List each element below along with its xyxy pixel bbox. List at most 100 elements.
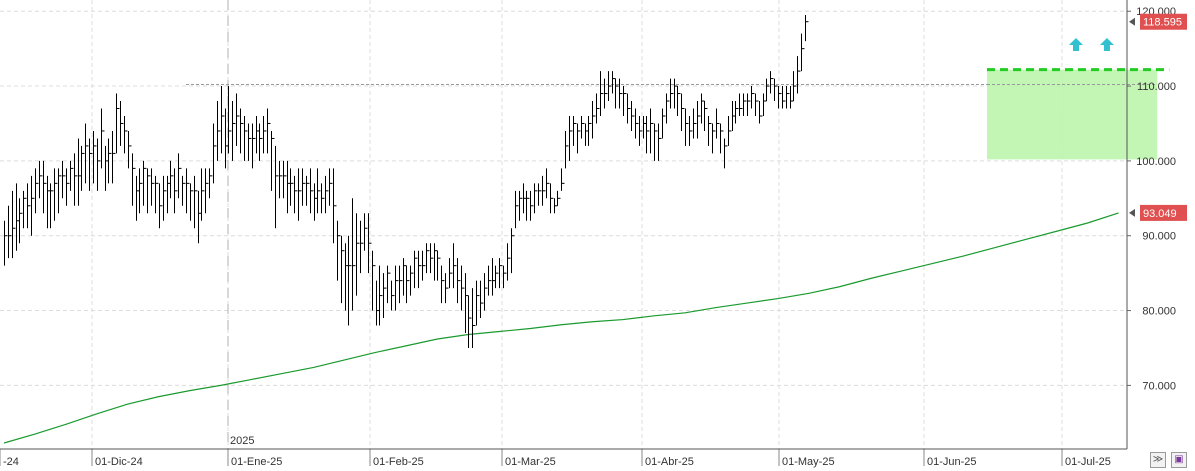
ohlc-bar — [368, 213, 372, 274]
x-tick-label: 01-Abr-25 — [645, 456, 694, 468]
ohlc-bar — [577, 123, 581, 154]
ohlc-bar — [457, 258, 461, 304]
ohlc-bar — [383, 273, 387, 319]
ohlc-bar — [310, 168, 314, 214]
ohlc-bar — [306, 175, 310, 206]
ohlc-bar — [782, 86, 786, 109]
ohlc-bar — [546, 168, 550, 199]
ohlc-bar — [178, 153, 182, 199]
ohlc-bar — [50, 183, 54, 229]
ohlc-bar — [209, 168, 213, 199]
ohlc-bar — [604, 78, 608, 109]
ohlc-bar — [217, 101, 221, 161]
ohlc-bar — [58, 168, 62, 214]
ohlc-bar — [774, 78, 778, 102]
ohlc-bar — [4, 220, 8, 266]
ohlc-bar — [735, 101, 739, 124]
consolidation-box-layer — [986, 69, 1158, 160]
ohlc-bar — [27, 183, 31, 229]
ohlc-bar — [244, 115, 248, 161]
ohlc-bar — [569, 115, 573, 161]
ohlc-bar — [453, 243, 457, 289]
ohlc-bar — [418, 250, 422, 289]
x-tick-label: 01-Feb-25 — [373, 456, 424, 468]
ohlc-bar — [581, 115, 585, 139]
ohlc-bar — [372, 250, 376, 311]
ohlc-bar — [759, 101, 763, 124]
ohlc-bar — [259, 123, 263, 161]
ohlc-bar — [743, 93, 747, 116]
x-tick-label: 01-Jul-25 — [1065, 456, 1111, 468]
ohlc-bar — [530, 190, 534, 221]
ohlc-bar — [298, 168, 302, 221]
ohlc-bar — [356, 213, 360, 296]
ohlc-bar — [271, 130, 275, 191]
ohlc-bar — [623, 86, 627, 116]
ohlc-bar — [97, 138, 101, 191]
ohlc-bar — [728, 115, 732, 146]
ohlc-bar — [174, 168, 178, 214]
ohlc-bar — [8, 205, 12, 259]
ohlc-bar — [128, 130, 132, 169]
ohlc-bar — [321, 183, 325, 214]
x-tick-label: 01-Jun-25 — [927, 456, 977, 468]
ohlc-bar — [503, 265, 507, 289]
x-tick-label: 01-Dic-24 — [95, 456, 143, 468]
ohlc-bar — [770, 71, 774, 94]
ohlc-bar — [708, 115, 712, 146]
ohlc-bar — [85, 123, 89, 184]
moving-average-layer — [3, 212, 1119, 444]
ohlc-bar — [677, 86, 681, 116]
ohlc-bar — [190, 183, 194, 221]
ohlc-bar — [267, 108, 271, 154]
ohlc-bar — [252, 123, 256, 169]
ohlc-bar — [619, 78, 623, 109]
save-icon[interactable]: ▣ — [1171, 452, 1187, 468]
ohlc-bar — [712, 123, 716, 154]
ohlc-bar — [747, 93, 751, 116]
y-tick-label: 90.000 — [1142, 231, 1176, 243]
ohlc-bar — [519, 190, 523, 221]
ohlc-bar — [658, 123, 662, 161]
ohlc-bar — [108, 138, 112, 184]
ohlc-bar — [538, 183, 542, 206]
ohlc-bar — [155, 175, 159, 214]
ohlc-bar — [476, 280, 480, 326]
ohlc-bar — [283, 160, 287, 199]
collapse-icon[interactable]: ≫ — [1150, 452, 1166, 468]
ohlc-bar — [364, 213, 368, 251]
y-tick-label: 110.000 — [1137, 81, 1176, 93]
ohlc-bar — [70, 160, 74, 191]
ohlc-bar — [228, 86, 232, 154]
ohlc-bar — [751, 86, 755, 109]
ohlc-bar — [81, 145, 85, 191]
ohlc-bar — [186, 168, 190, 214]
ohlc-bar — [263, 115, 267, 154]
ohlc-bar — [236, 93, 240, 146]
y-tick-label: 100.000 — [1136, 156, 1176, 168]
ohlc-bar — [112, 130, 116, 184]
ohlc-bar — [395, 265, 399, 311]
ohlc-bar — [422, 250, 426, 281]
ohlc-bar — [526, 190, 530, 221]
ohlc-bar — [793, 71, 797, 102]
ohlc-bar — [35, 168, 39, 214]
ohlc-bar — [294, 175, 298, 214]
ohlc-bar — [290, 168, 294, 206]
ohlc-bar — [62, 160, 66, 199]
ohlc-bar — [93, 130, 97, 184]
ohlc-bar — [31, 175, 35, 236]
x-tick-label: 01-May-25 — [782, 456, 835, 468]
ma-value-badge-bg — [1140, 204, 1187, 221]
ohlc-bar — [662, 108, 666, 139]
ohlc-bar — [159, 183, 163, 229]
ohlc-bar — [352, 198, 356, 311]
ohlc-bar — [631, 101, 635, 131]
consolidation-box — [986, 69, 1158, 160]
ohlc-bar — [693, 108, 697, 139]
ohlc-bar — [488, 265, 492, 296]
ma-value-badge-text: 93.049 — [1143, 208, 1177, 220]
ohlc-bar — [163, 175, 167, 221]
